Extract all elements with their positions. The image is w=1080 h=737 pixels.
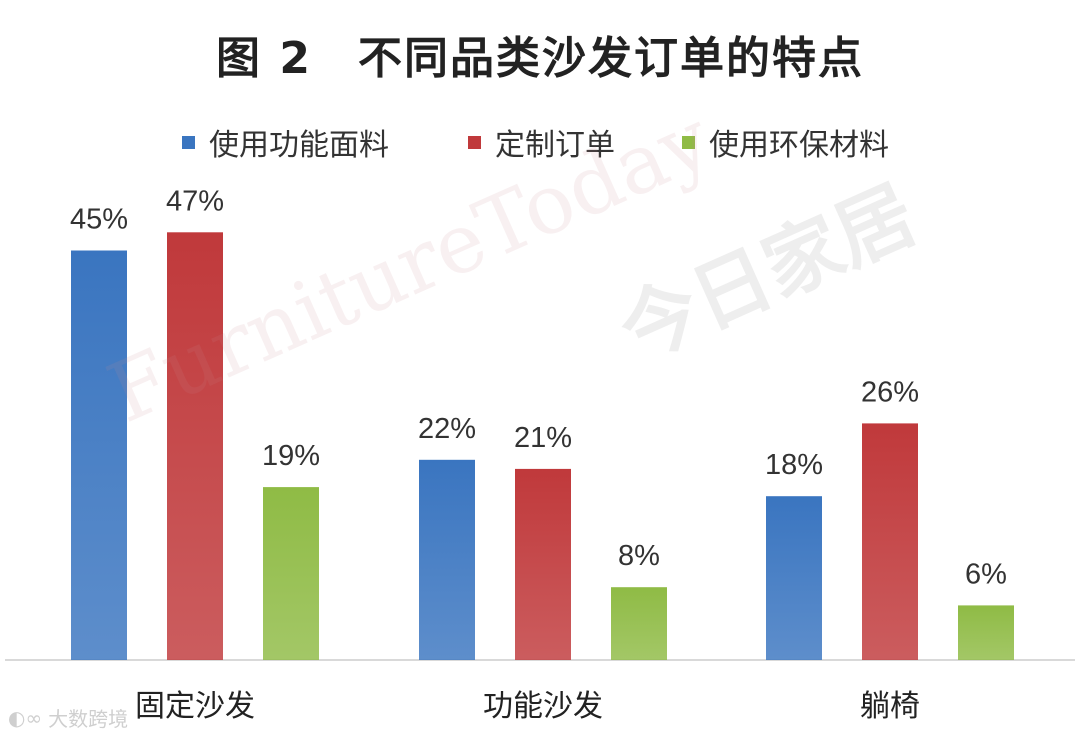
data-label-3-series-3: 6% <box>965 558 1007 590</box>
bar-2-series-2 <box>515 468 571 660</box>
source-logo-icon: ◐∞ <box>8 705 43 730</box>
x-tick-label-3: 躺椅 <box>860 689 920 724</box>
bar-3-series-2 <box>862 423 918 660</box>
bar-3-series-1 <box>766 496 822 660</box>
legend-item-series-1: 使用功能面料 <box>182 120 389 164</box>
legend-item-series-2: 定制订单 <box>468 120 615 164</box>
bar-2-series-1 <box>419 459 475 660</box>
data-label-2-series-3: 8% <box>618 540 660 572</box>
data-label-1-series-1: 45% <box>70 204 128 236</box>
bar-1-series-2 <box>167 232 223 661</box>
source-watermark-text: 大数跨境 <box>48 707 129 731</box>
legend-swatch-series-2 <box>468 135 481 149</box>
legend: 使用功能面料 定制订单 使用环保材料 <box>0 120 1080 166</box>
legend-label-series-3: 使用环保材料 <box>709 128 889 163</box>
bar-3-series-3 <box>958 605 1014 660</box>
bar-1-series-1 <box>71 250 127 660</box>
data-label-3-series-2: 26% <box>861 376 919 408</box>
data-label-2-series-2: 21% <box>514 422 572 454</box>
data-label-1-series-3: 19% <box>262 440 320 472</box>
data-label-2-series-1: 22% <box>418 413 476 445</box>
data-label-1-series-2: 47% <box>166 185 224 217</box>
bar-1-series-3 <box>263 487 319 660</box>
legend-label-series-1: 使用功能面料 <box>209 128 389 163</box>
legend-swatch-series-3 <box>682 135 695 149</box>
x-tick-label-1: 固定沙发 <box>135 689 255 724</box>
bar-2-series-3 <box>611 587 667 660</box>
chart-title: 图 2 不同品类沙发订单的特点 <box>216 33 864 84</box>
x-tick-label-2: 功能沙发 <box>483 689 603 724</box>
legend-item-series-3: 使用环保材料 <box>682 120 889 164</box>
data-label-3-series-1: 18% <box>765 449 823 481</box>
legend-swatch-series-1 <box>182 135 195 149</box>
source-watermark: ◐∞ 大数跨境 <box>8 703 128 732</box>
legend-label-series-2: 定制订单 <box>495 128 615 163</box>
